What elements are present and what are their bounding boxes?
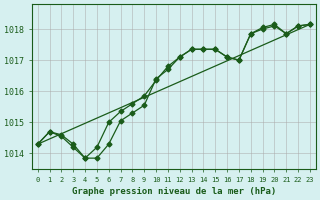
X-axis label: Graphe pression niveau de la mer (hPa): Graphe pression niveau de la mer (hPa): [72, 187, 276, 196]
